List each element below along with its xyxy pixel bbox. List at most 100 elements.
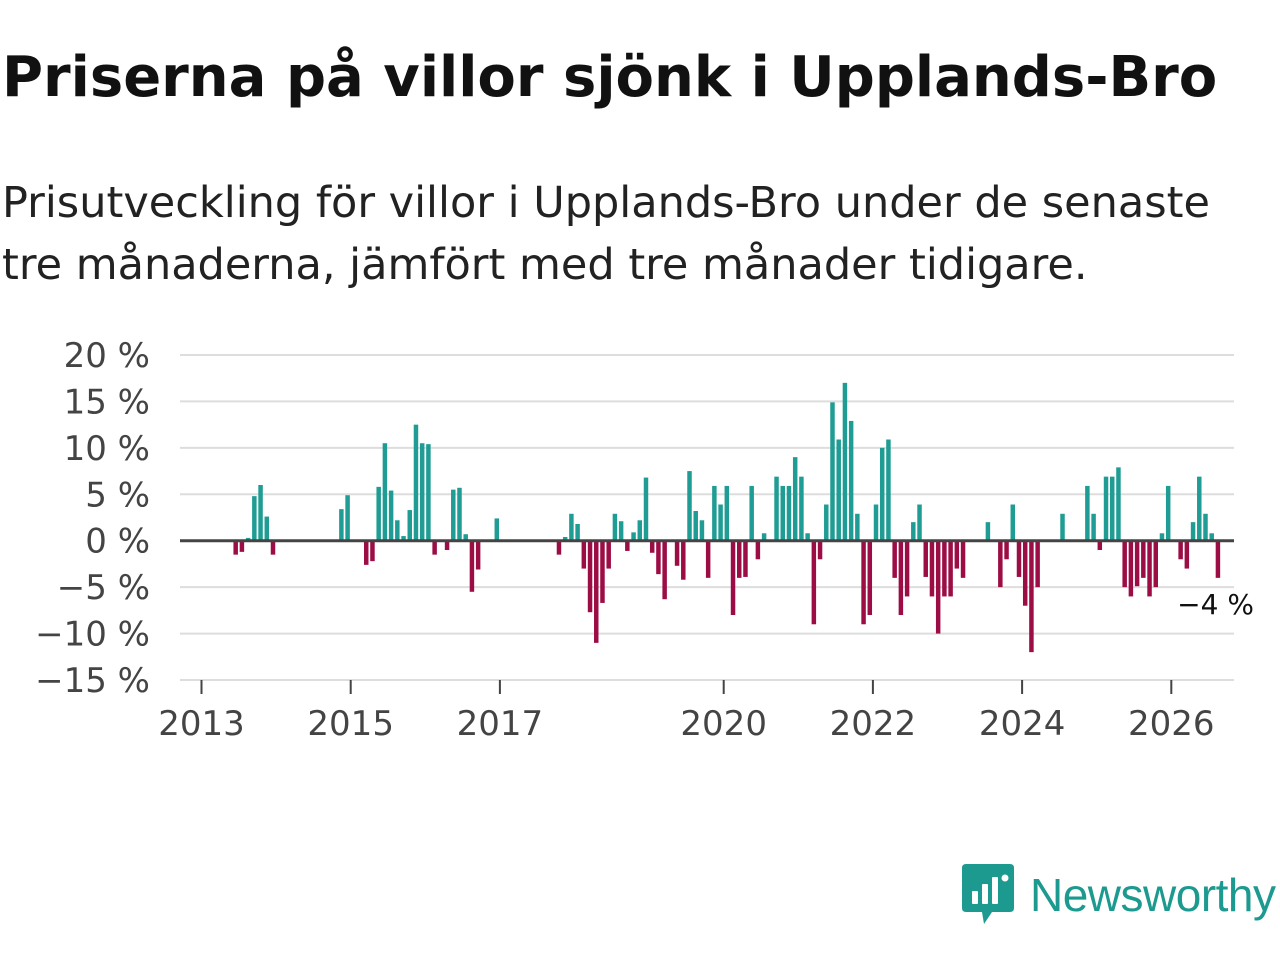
bar: [370, 540, 375, 562]
bar: [805, 533, 810, 541]
bar: [811, 540, 817, 625]
bar: [612, 513, 618, 541]
bar: [594, 540, 599, 643]
bar: [724, 485, 730, 541]
bar: [364, 540, 369, 565]
bar: [1159, 533, 1165, 541]
bar: [774, 476, 779, 541]
bar: [1141, 540, 1146, 578]
bar: [339, 509, 344, 541]
gridlines: [180, 354, 1234, 681]
bar: [786, 485, 792, 541]
bar: [737, 540, 742, 578]
x-tick-label: 2020: [680, 704, 767, 744]
bar: [643, 477, 649, 541]
bar: [699, 520, 705, 541]
bar: [395, 520, 400, 541]
bar: [600, 540, 605, 603]
y-tick-label: 0 %: [85, 522, 150, 562]
x-tick-label: 2013: [158, 704, 245, 744]
y-tick-label: −10 %: [35, 615, 150, 655]
bar: [258, 485, 263, 541]
bar: [1209, 533, 1214, 541]
bar: [780, 485, 785, 541]
bar: [917, 504, 922, 541]
bar: [674, 540, 680, 566]
bar: [954, 540, 960, 569]
bar: [656, 540, 661, 575]
bar: [985, 522, 991, 541]
bar: [948, 540, 953, 597]
bar: [1010, 504, 1016, 541]
bar: [233, 540, 238, 555]
bar: [1060, 513, 1065, 541]
last-value-label: −4 %: [1177, 588, 1254, 621]
bar: [879, 447, 885, 541]
bar: [824, 504, 829, 541]
bar: [469, 540, 475, 592]
bar: [444, 540, 450, 550]
bar: [817, 540, 823, 560]
bar: [681, 540, 686, 580]
bar: [625, 540, 630, 551]
bar: [942, 540, 947, 597]
bar: [848, 420, 854, 541]
bar: [1110, 476, 1115, 541]
bar: [1190, 522, 1196, 541]
bar: [457, 487, 462, 541]
bar: [494, 518, 500, 541]
bar: [1016, 540, 1022, 577]
bar: [382, 443, 388, 541]
bar: [749, 485, 754, 541]
bar: [743, 540, 748, 577]
bar: [1103, 476, 1109, 541]
bar: [705, 540, 711, 578]
x-tick-label: 2026: [1128, 704, 1215, 744]
bar: [687, 471, 692, 541]
x-axis-ticks: 2013 2015 2017 2020 2022 2024 2026: [158, 680, 1215, 744]
chart-title: Priserna på villor sjönk i Upplands-Bro: [2, 45, 1218, 110]
bar: [1197, 476, 1202, 541]
bar: [1178, 540, 1183, 560]
bar: [836, 439, 841, 541]
bar: [886, 439, 891, 541]
bar: [401, 536, 406, 541]
bar: [867, 540, 873, 615]
y-tick-label: 10 %: [64, 429, 150, 469]
bar: [407, 510, 412, 541]
bar: [911, 522, 916, 541]
y-tick-label: 20 %: [64, 336, 150, 376]
bar-chart: 20 %15 %10 %5 %0 %−5 %−10 %−15 % 2013 201…: [35, 336, 1254, 744]
bar: [264, 516, 270, 541]
x-tick-label: 2024: [979, 704, 1066, 744]
bar: [413, 424, 419, 541]
bar: [693, 511, 698, 541]
bar: [873, 504, 879, 541]
bar: [252, 496, 257, 541]
bar: [581, 540, 587, 569]
chart-subtitle: Prisutveckling för villor i Upplands-Bro…: [2, 178, 1210, 290]
bar: [388, 490, 394, 541]
bar: [792, 457, 798, 541]
bar: [1153, 540, 1158, 588]
bar: [239, 540, 245, 552]
bar: [929, 540, 935, 597]
brand-name: Newsworthy: [1030, 869, 1276, 921]
bar: [1184, 540, 1190, 569]
bar: [562, 537, 568, 541]
bar: [892, 540, 897, 578]
bar: [712, 485, 717, 541]
bar: [1122, 540, 1127, 588]
bar: [419, 443, 425, 541]
bar: [960, 540, 966, 578]
y-axis-ticks: 20 % 15 % 10 % 5 % 0 % −5 % −10 % −15 %: [35, 336, 150, 701]
bars: [233, 382, 1221, 653]
y-tick-label: 5 %: [85, 475, 150, 515]
bar: [855, 513, 860, 541]
bar: [755, 540, 761, 560]
bar: [1085, 485, 1090, 541]
bar: [631, 532, 636, 541]
bar: [730, 540, 736, 615]
bar: [761, 533, 767, 541]
newsworthy-logo-icon: [962, 864, 1014, 924]
